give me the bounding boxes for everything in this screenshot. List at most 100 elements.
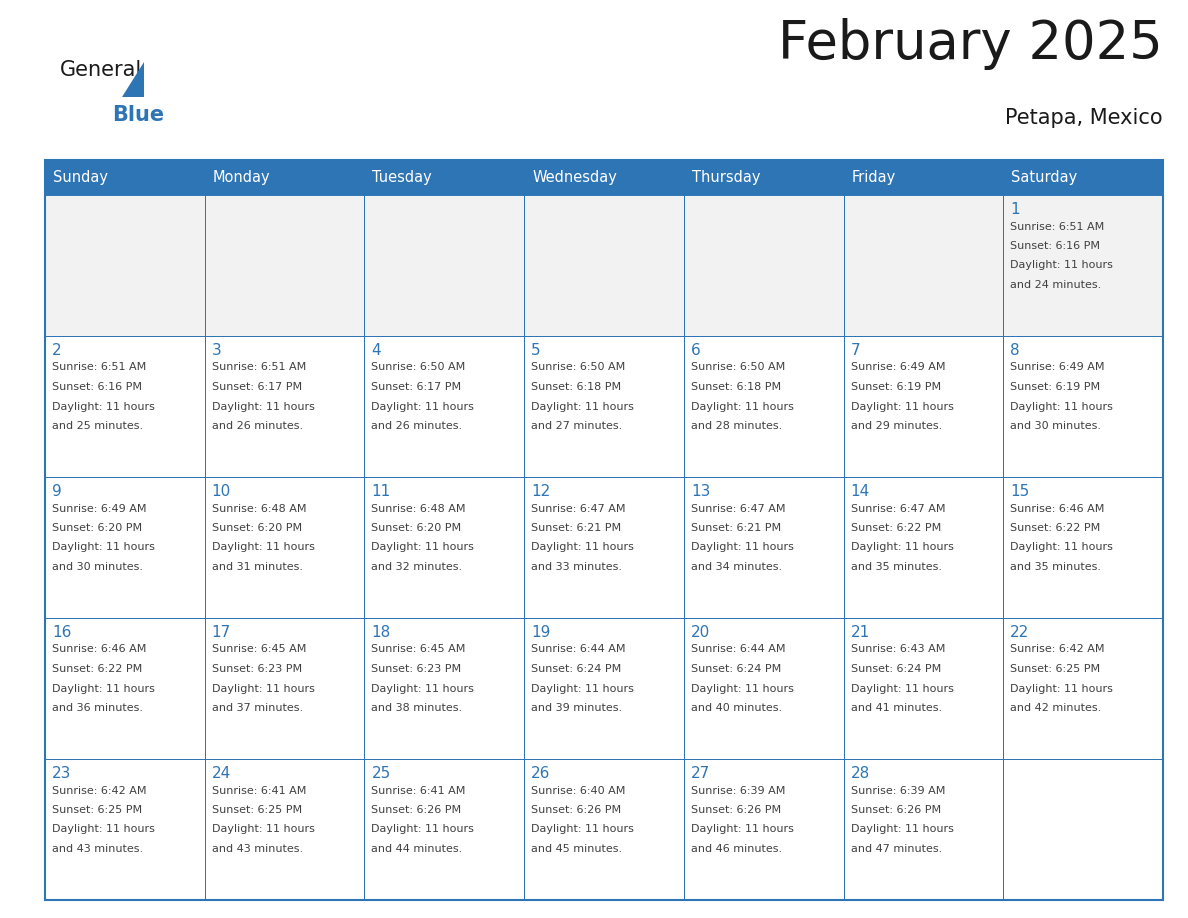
Text: Sunrise: 6:48 AM: Sunrise: 6:48 AM	[211, 503, 307, 513]
Text: Daylight: 11 hours: Daylight: 11 hours	[372, 824, 474, 834]
Text: Daylight: 11 hours: Daylight: 11 hours	[531, 684, 634, 693]
Bar	[45, 160, 204, 195]
Bar	[1004, 160, 1163, 195]
Text: Sunrise: 6:51 AM: Sunrise: 6:51 AM	[1010, 221, 1105, 231]
Text: 18: 18	[372, 625, 391, 640]
Bar	[524, 160, 684, 195]
Text: Daylight: 11 hours: Daylight: 11 hours	[691, 824, 794, 834]
Bar	[204, 160, 365, 195]
Bar	[365, 160, 524, 195]
Bar	[204, 759, 365, 900]
Text: and 27 minutes.: and 27 minutes.	[531, 421, 623, 431]
Text: 23: 23	[52, 766, 71, 781]
Text: 3: 3	[211, 343, 221, 358]
Bar	[204, 195, 365, 336]
Text: Daylight: 11 hours: Daylight: 11 hours	[372, 684, 474, 693]
Bar	[1004, 477, 1163, 618]
Bar	[684, 477, 843, 618]
Text: Sunrise: 6:42 AM: Sunrise: 6:42 AM	[52, 786, 146, 796]
Text: Sunset: 6:23 PM: Sunset: 6:23 PM	[211, 664, 302, 674]
Text: Sunset: 6:26 PM: Sunset: 6:26 PM	[851, 805, 941, 815]
Text: and 32 minutes.: and 32 minutes.	[372, 562, 462, 572]
Text: Daylight: 11 hours: Daylight: 11 hours	[851, 543, 954, 553]
Text: Daylight: 11 hours: Daylight: 11 hours	[1010, 684, 1113, 693]
Text: Sunrise: 6:45 AM: Sunrise: 6:45 AM	[372, 644, 466, 655]
Text: Sunset: 6:16 PM: Sunset: 6:16 PM	[1010, 241, 1100, 251]
Text: Daylight: 11 hours: Daylight: 11 hours	[211, 824, 315, 834]
Text: and 35 minutes.: and 35 minutes.	[1010, 562, 1101, 572]
Text: 22: 22	[1010, 625, 1030, 640]
Text: Sunrise: 6:41 AM: Sunrise: 6:41 AM	[372, 786, 466, 796]
Bar	[684, 195, 843, 336]
Text: 19: 19	[531, 625, 550, 640]
Text: 17: 17	[211, 625, 230, 640]
Text: Daylight: 11 hours: Daylight: 11 hours	[1010, 401, 1113, 411]
Text: Sunrise: 6:50 AM: Sunrise: 6:50 AM	[372, 363, 466, 373]
Text: Thursday: Thursday	[691, 170, 760, 185]
Bar	[524, 336, 684, 477]
Text: Sunrise: 6:47 AM: Sunrise: 6:47 AM	[531, 503, 626, 513]
Text: and 45 minutes.: and 45 minutes.	[531, 844, 623, 854]
Text: Sunrise: 6:44 AM: Sunrise: 6:44 AM	[691, 644, 785, 655]
Text: Daylight: 11 hours: Daylight: 11 hours	[531, 543, 634, 553]
Text: and 38 minutes.: and 38 minutes.	[372, 703, 462, 713]
Bar	[45, 618, 204, 759]
Text: and 42 minutes.: and 42 minutes.	[1010, 703, 1101, 713]
Text: Sunset: 6:17 PM: Sunset: 6:17 PM	[211, 382, 302, 392]
Text: and 29 minutes.: and 29 minutes.	[851, 421, 942, 431]
Text: and 30 minutes.: and 30 minutes.	[1010, 421, 1101, 431]
Text: Sunrise: 6:51 AM: Sunrise: 6:51 AM	[211, 363, 307, 373]
Text: Sunrise: 6:40 AM: Sunrise: 6:40 AM	[531, 786, 626, 796]
Text: Sunset: 6:20 PM: Sunset: 6:20 PM	[211, 523, 302, 533]
Text: Daylight: 11 hours: Daylight: 11 hours	[52, 684, 154, 693]
Text: Sunday: Sunday	[53, 170, 108, 185]
Text: Sunrise: 6:49 AM: Sunrise: 6:49 AM	[851, 363, 946, 373]
Text: and 30 minutes.: and 30 minutes.	[52, 562, 143, 572]
Text: Sunset: 6:16 PM: Sunset: 6:16 PM	[52, 382, 143, 392]
Text: Daylight: 11 hours: Daylight: 11 hours	[1010, 543, 1113, 553]
Text: Sunrise: 6:43 AM: Sunrise: 6:43 AM	[851, 644, 944, 655]
Text: Sunset: 6:17 PM: Sunset: 6:17 PM	[372, 382, 462, 392]
Text: Sunset: 6:22 PM: Sunset: 6:22 PM	[851, 523, 941, 533]
Text: 11: 11	[372, 484, 391, 499]
Bar	[365, 336, 524, 477]
Text: Sunset: 6:20 PM: Sunset: 6:20 PM	[52, 523, 143, 533]
Text: Sunrise: 6:41 AM: Sunrise: 6:41 AM	[211, 786, 307, 796]
Text: Sunset: 6:18 PM: Sunset: 6:18 PM	[531, 382, 621, 392]
Text: and 34 minutes.: and 34 minutes.	[691, 562, 782, 572]
Text: Sunset: 6:26 PM: Sunset: 6:26 PM	[372, 805, 462, 815]
Text: 24: 24	[211, 766, 230, 781]
Text: Daylight: 11 hours: Daylight: 11 hours	[52, 401, 154, 411]
Text: Friday: Friday	[852, 170, 896, 185]
Bar	[365, 477, 524, 618]
Bar	[1004, 618, 1163, 759]
Text: 2: 2	[52, 343, 62, 358]
Text: 1: 1	[1010, 202, 1020, 217]
Bar	[204, 477, 365, 618]
Bar	[45, 759, 204, 900]
Text: Daylight: 11 hours: Daylight: 11 hours	[211, 401, 315, 411]
Text: Sunset: 6:22 PM: Sunset: 6:22 PM	[1010, 523, 1100, 533]
Text: 13: 13	[691, 484, 710, 499]
Text: Daylight: 11 hours: Daylight: 11 hours	[851, 824, 954, 834]
Bar	[684, 160, 843, 195]
Text: Sunrise: 6:47 AM: Sunrise: 6:47 AM	[691, 503, 785, 513]
Text: and 26 minutes.: and 26 minutes.	[372, 421, 462, 431]
Text: 15: 15	[1010, 484, 1030, 499]
Text: Sunset: 6:21 PM: Sunset: 6:21 PM	[691, 523, 781, 533]
Text: Sunset: 6:24 PM: Sunset: 6:24 PM	[691, 664, 781, 674]
Text: Sunrise: 6:42 AM: Sunrise: 6:42 AM	[1010, 644, 1105, 655]
Text: Sunrise: 6:46 AM: Sunrise: 6:46 AM	[1010, 503, 1105, 513]
Text: Blue: Blue	[112, 105, 164, 125]
Bar	[684, 618, 843, 759]
Text: 10: 10	[211, 484, 230, 499]
Text: Sunset: 6:18 PM: Sunset: 6:18 PM	[691, 382, 781, 392]
Text: Daylight: 11 hours: Daylight: 11 hours	[851, 401, 954, 411]
Text: Daylight: 11 hours: Daylight: 11 hours	[52, 543, 154, 553]
Text: 7: 7	[851, 343, 860, 358]
Text: Monday: Monday	[213, 170, 271, 185]
Bar	[45, 195, 204, 336]
Text: 27: 27	[691, 766, 710, 781]
Text: 8: 8	[1010, 343, 1020, 358]
Text: Sunset: 6:25 PM: Sunset: 6:25 PM	[52, 805, 143, 815]
